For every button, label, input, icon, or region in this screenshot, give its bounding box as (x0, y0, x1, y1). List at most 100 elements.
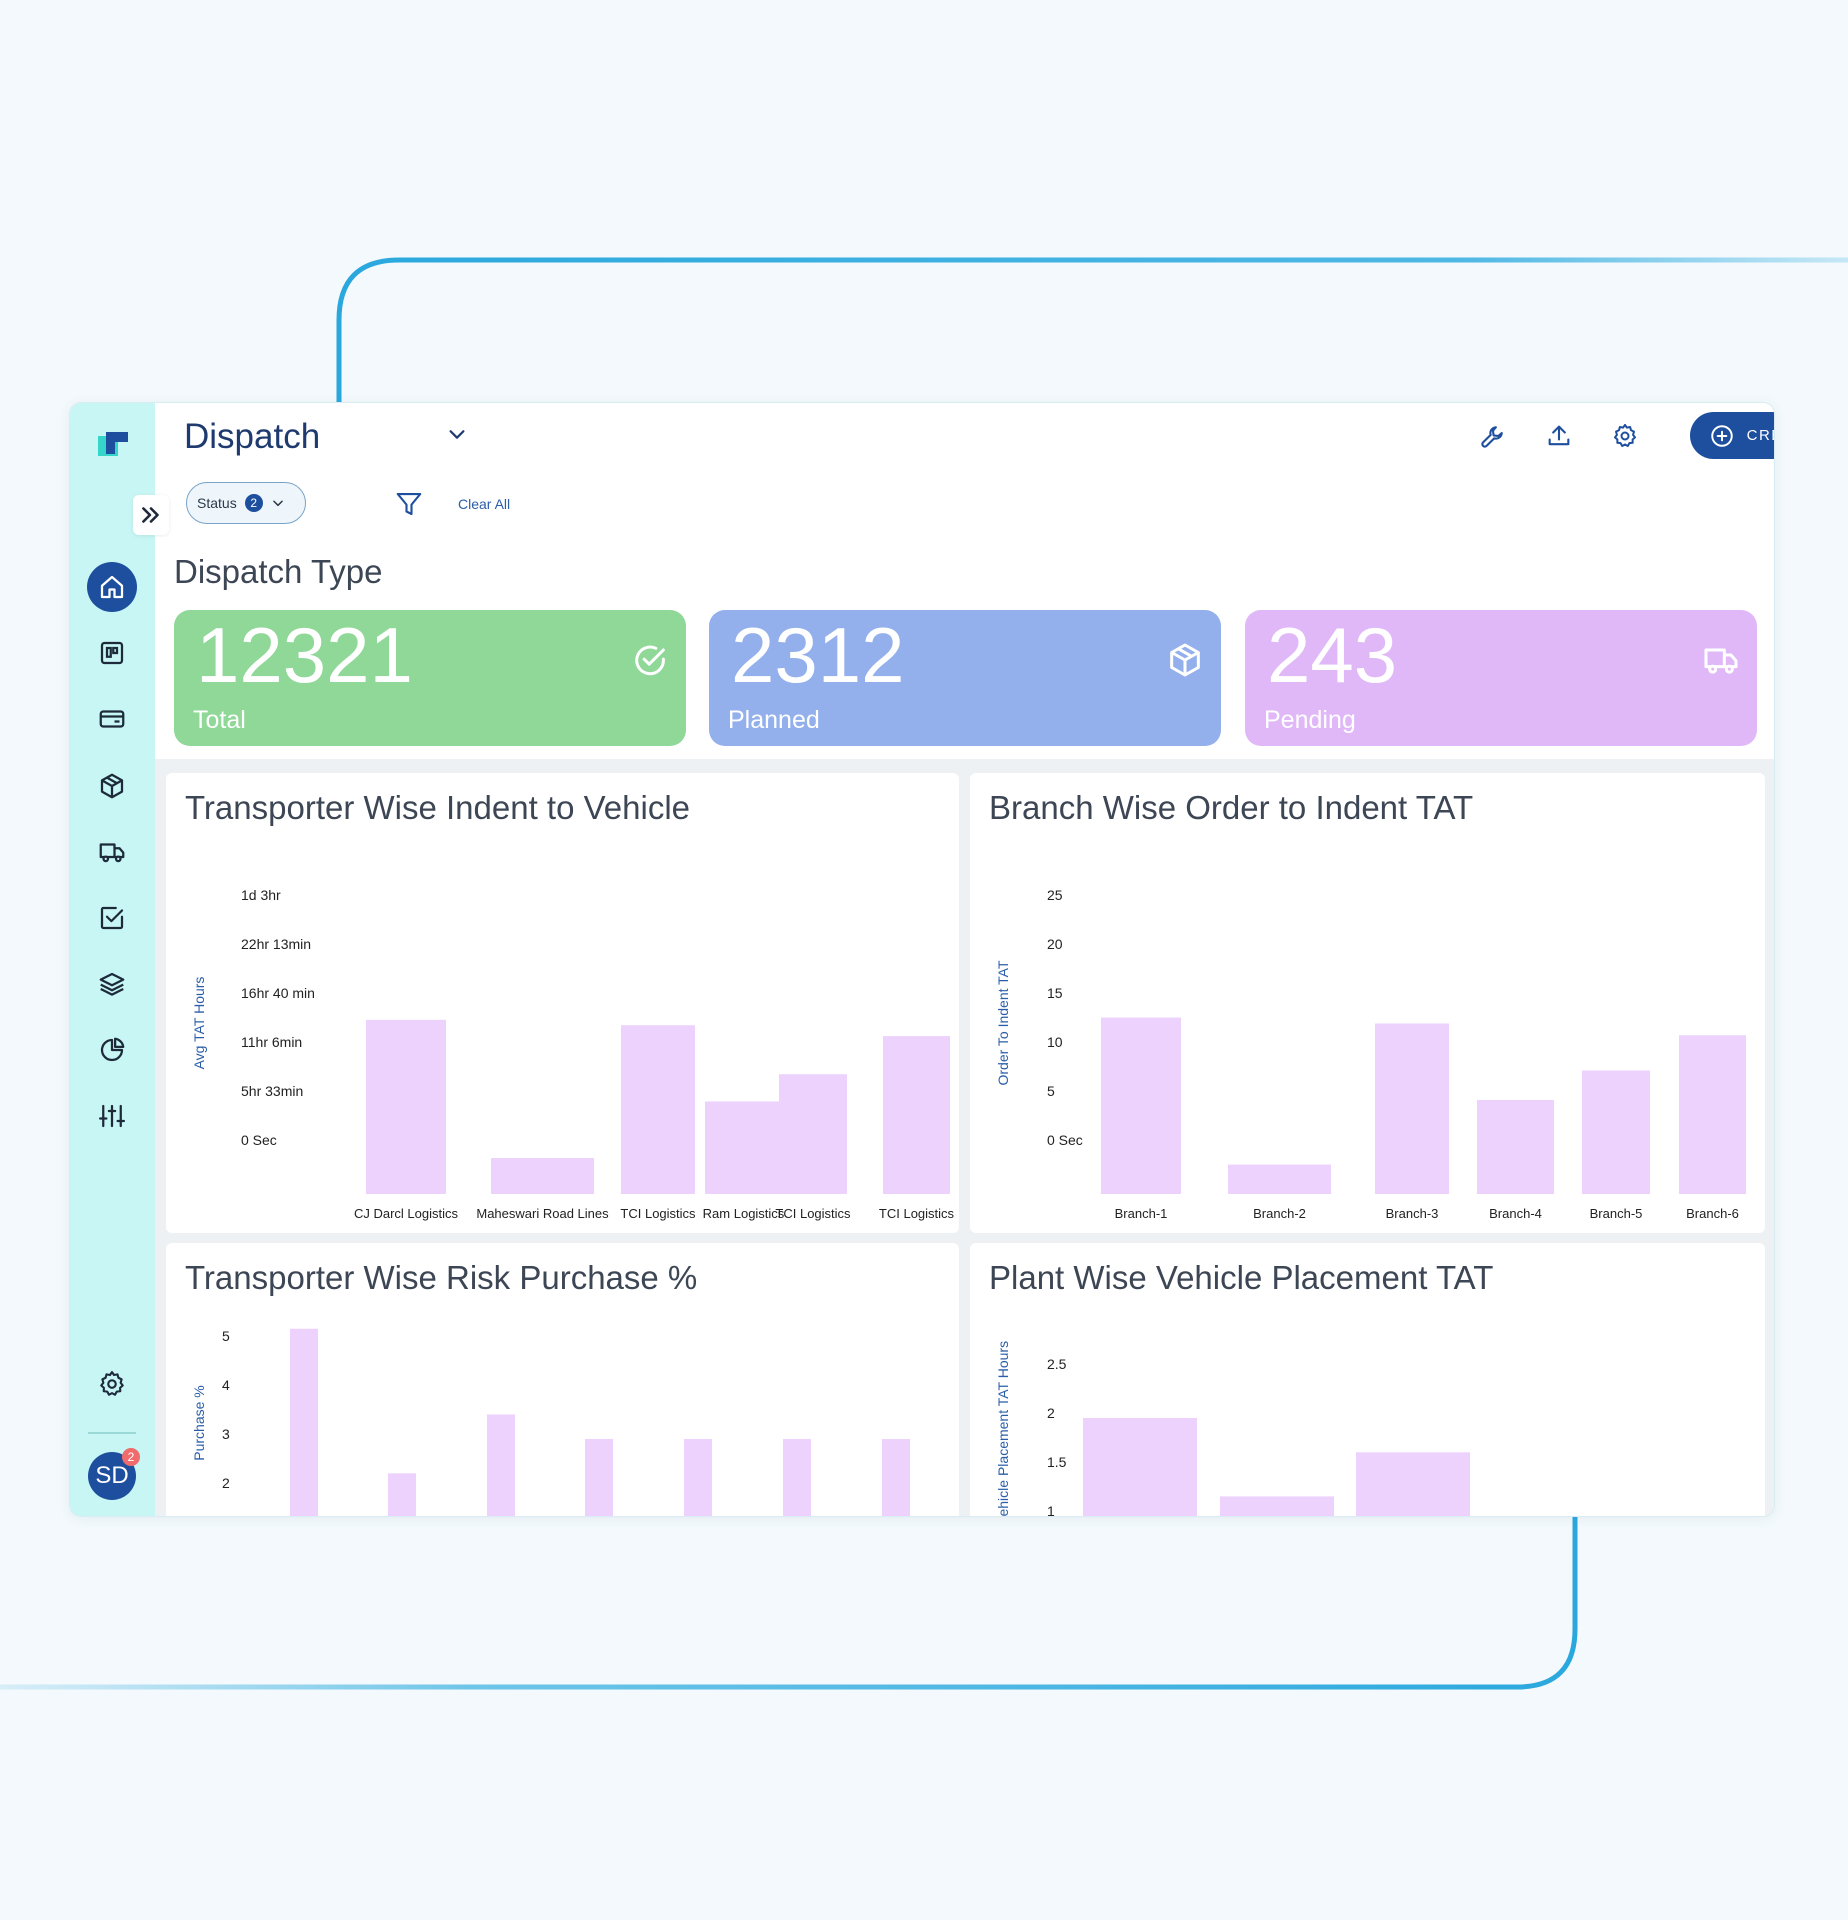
bar-chart: 5 4 3 2 Purchase % (191, 1328, 910, 1518)
chart-card-risk-purchase: Transporter Wise Risk Purchase % 5 4 3 2 Pur… (166, 1243, 959, 1518)
x-tick-label: CJ Darcl Logistics (354, 1206, 459, 1221)
y-tick-label: 11hr 6min (241, 1034, 302, 1050)
y-tick-label: 5hr 33min (241, 1083, 303, 1099)
stat-pending[interactable]: 243 Pending (1245, 610, 1757, 746)
bar[interactable] (621, 1025, 695, 1194)
stat-planned-value: 2312 (731, 611, 905, 699)
stat-total-value: 12321 (196, 611, 413, 699)
x-tick-label: TCI Logistics (775, 1206, 851, 1221)
bar[interactable] (1679, 1035, 1746, 1194)
bar[interactable] (1582, 1070, 1650, 1194)
header: Dispatch CREATE Status 2 Clear All (155, 403, 1774, 537)
filter-icon[interactable] (394, 489, 424, 519)
bar[interactable] (783, 1439, 811, 1517)
bar[interactable] (779, 1074, 847, 1194)
check-circle-icon (635, 645, 665, 676)
x-tick-label: Ram Logistics (703, 1206, 785, 1221)
sidebar-item-payments[interactable] (87, 694, 137, 744)
stat-planned[interactable]: 2312 Planned (709, 610, 1221, 746)
content-area: Dispatch Type 12321 Total 2312 Planned 2… (155, 537, 1774, 1516)
y-tick-label: 16hr 40 min (241, 985, 315, 1001)
bar[interactable] (705, 1101, 782, 1194)
sidebar-item-controls[interactable] (87, 1091, 137, 1141)
y-tick-label: 0 Sec (1047, 1132, 1083, 1148)
checkbox-icon (100, 906, 124, 930)
create-button[interactable]: CREATE (1690, 412, 1774, 459)
expand-sidebar-button[interactable] (133, 495, 169, 535)
page-title: Dispatch (184, 417, 321, 456)
stat-pending-value: 243 (1267, 611, 1398, 699)
create-label: CREATE (1746, 427, 1774, 444)
y-tick-label: 1d 3hr (241, 887, 281, 903)
x-tick-label: Branch-1 (1115, 1206, 1168, 1221)
bar[interactable] (1101, 1017, 1181, 1194)
box-icon (100, 773, 124, 799)
bar[interactable] (1083, 1418, 1197, 1517)
sidebar-item-dispatch[interactable] (87, 827, 137, 877)
bar[interactable] (1375, 1023, 1449, 1194)
double-chevron-right-icon (142, 507, 159, 523)
bar[interactable] (585, 1439, 613, 1517)
sidebar-item-board[interactable] (87, 628, 137, 678)
status-filter[interactable]: Status 2 (186, 482, 306, 524)
chevron-down-icon (272, 500, 283, 507)
sidebar: SD 2 (70, 403, 155, 1516)
sidebar-item-reports[interactable] (87, 1025, 137, 1075)
sidebar-item-tasks[interactable] (87, 893, 137, 943)
y-tick-label: 15 (1047, 985, 1063, 1001)
chart-title: Transporter Wise Risk Purchase % (185, 1259, 698, 1296)
sidebar-item-inventory[interactable] (87, 761, 137, 811)
bar[interactable] (883, 1036, 950, 1194)
bar[interactable] (487, 1414, 515, 1518)
y-tick-label: 0 Sec (241, 1132, 277, 1148)
y-axis-label: Order To Indent TAT (995, 960, 1011, 1085)
y-tick-label: 3 (222, 1426, 230, 1442)
sidebar-settings[interactable] (87, 1359, 137, 1409)
sidebar-divider (88, 1432, 136, 1434)
gear-icon (1613, 423, 1637, 448)
y-tick-label: 20 (1047, 936, 1063, 952)
bar[interactable] (1477, 1099, 1554, 1194)
x-tick-label: Branch-5 (1590, 1206, 1643, 1221)
box-icon (1170, 643, 1200, 677)
bar-chart: 25 20 15 10 5 0 Sec Order To Indent TAT Branch-… (995, 887, 1746, 1221)
gear-icon (100, 1371, 124, 1396)
bar[interactable] (290, 1328, 318, 1517)
y-axis-label: Vehicle Placement TAT Hours (995, 1341, 1011, 1517)
sidebar-item-home[interactable] (87, 562, 137, 612)
y-axis-label: Purchase % (191, 1385, 207, 1460)
status-count-badge: 2 (244, 494, 263, 512)
chevron-down-icon[interactable] (446, 423, 468, 445)
tools-button[interactable] (1476, 419, 1510, 453)
bar[interactable] (1228, 1164, 1331, 1194)
plus-circle-icon (1710, 424, 1733, 447)
bar[interactable] (684, 1439, 712, 1517)
chart-title: Transporter Wise Indent to Vehicle (185, 789, 691, 826)
card-icon (99, 710, 125, 728)
chart-card-branch-tat: Branch Wise Order to Indent TAT 25 20 15 10… (970, 773, 1765, 1233)
bar[interactable] (1220, 1496, 1334, 1517)
y-tick-label: 2 (1047, 1405, 1055, 1421)
chart-title: Branch Wise Order to Indent TAT (989, 789, 1474, 826)
dispatch-type-heading: Dispatch Type (174, 553, 383, 590)
y-tick-label: 25 (1047, 887, 1063, 903)
chart-title: Plant Wise Vehicle Placement TAT (989, 1259, 1494, 1296)
x-tick-label: Branch-4 (1489, 1206, 1542, 1221)
y-tick-label: 5 (1047, 1083, 1055, 1099)
bar-chart: 1d 3hr 22hr 13min 16hr 40 min 11hr 6min 5hr … (191, 887, 955, 1221)
x-tick-label: TCI Logistics (879, 1206, 955, 1221)
settings-button[interactable] (1608, 419, 1642, 453)
bar[interactable] (388, 1473, 416, 1517)
bar[interactable] (491, 1158, 594, 1194)
stat-total[interactable]: 12321 Total (174, 610, 686, 746)
sidebar-item-layers[interactable] (87, 959, 137, 1009)
status-label: Status (197, 495, 237, 511)
clear-all-link[interactable]: Clear All (458, 496, 511, 512)
bar[interactable] (366, 1019, 446, 1194)
bar[interactable] (882, 1439, 910, 1517)
x-tick-label: Branch-6 (1686, 1206, 1739, 1221)
export-button[interactable] (1542, 419, 1576, 453)
sliders-icon (99, 1104, 125, 1128)
bar[interactable] (1356, 1452, 1470, 1517)
